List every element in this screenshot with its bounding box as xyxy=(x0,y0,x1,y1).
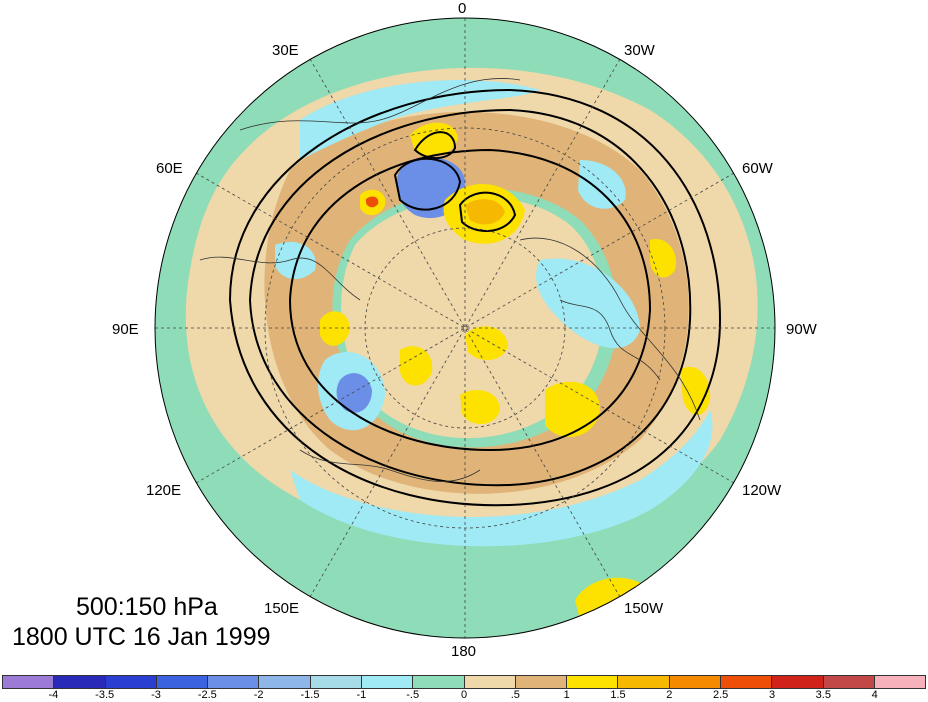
lightblue-belt-south xyxy=(290,410,713,547)
lon-label-120e: 120E xyxy=(146,482,182,499)
colorbar-tick-label: 0 xyxy=(460,689,468,701)
colorbar-swatch xyxy=(3,676,55,688)
lon-label-90e: 90E xyxy=(112,321,139,338)
orange-ne xyxy=(465,199,505,225)
graticule xyxy=(155,18,775,638)
lon-label-0: 0 xyxy=(458,0,467,17)
title-levels: 500:150 hPa xyxy=(76,593,218,621)
colorbar-swatch xyxy=(720,676,773,688)
colorbar-swatch xyxy=(105,676,157,688)
colorbar-tick-label: 1.5 xyxy=(610,689,626,701)
lon-label-90w: 90W xyxy=(786,321,817,338)
colorbar-swatch xyxy=(208,676,260,688)
lon-label-180: 180 xyxy=(451,643,477,660)
colorbar-swatch xyxy=(361,676,414,688)
colorbar-tick-label: 2 xyxy=(666,689,673,701)
colorbar-tick-label: -3.5 xyxy=(95,689,115,701)
lightblue-ne xyxy=(578,160,626,209)
colorbar-tick-label: -3 xyxy=(151,689,161,701)
yellow-center-left xyxy=(400,346,433,386)
colorbar-tick-label: -.5 xyxy=(406,689,420,701)
colorbar-tick-label: 2.5 xyxy=(713,689,729,701)
lightblue-west xyxy=(275,241,316,280)
lon-label-120w: 120W xyxy=(742,482,782,499)
yellow-south xyxy=(460,390,500,425)
coastlines xyxy=(199,78,701,482)
colorbar-swatch xyxy=(874,676,926,688)
bold-contours xyxy=(228,88,722,507)
lon-label-150e: 150E xyxy=(264,600,300,617)
colorbar-swatch xyxy=(669,676,721,688)
colorbar xyxy=(2,675,926,689)
colorbar-swatch xyxy=(823,676,875,688)
colorbar-swatch xyxy=(515,676,568,688)
colorbar-swatch xyxy=(310,676,362,688)
colorbar-tick-label: -2.5 xyxy=(197,689,217,701)
colorbar-swatch xyxy=(567,676,619,688)
colorbar-tick-label: 1 xyxy=(563,689,570,701)
lon-label-60e: 60E xyxy=(156,160,183,177)
colorbar-swatch xyxy=(413,676,465,688)
lon-label-30w: 30W xyxy=(624,42,655,59)
lon-label-150w: 150W xyxy=(624,600,664,617)
lightblue-arc-north xyxy=(300,80,540,160)
title-datetime: 1800 UTC 16 Jan 1999 xyxy=(12,623,271,651)
lon-label-30e: 30E xyxy=(272,42,299,59)
yellow-se xyxy=(545,381,600,437)
map-boundary xyxy=(154,17,776,639)
colorbar-tick-label: 4 xyxy=(871,689,878,701)
colorbar-tick-label: -4 xyxy=(48,689,59,701)
yellow-north xyxy=(410,122,458,156)
colorbar-swatch xyxy=(156,676,209,688)
colorbar-swatch xyxy=(772,676,824,688)
yellow-east xyxy=(650,239,676,278)
colorbar-tick-label: -2 xyxy=(253,689,264,701)
colorbar-tick-label: 3 xyxy=(768,689,776,701)
colorbar-tick-label: .5 xyxy=(510,689,520,701)
blue-low-sw xyxy=(336,373,372,413)
colorbar-swatch xyxy=(618,676,670,688)
colorbar-tick-label: 3.5 xyxy=(815,689,831,701)
colorbar-swatch xyxy=(259,676,311,688)
orange-nw xyxy=(366,196,379,208)
colorbar-tick-label: -1 xyxy=(356,689,367,701)
yellow-center xyxy=(465,326,508,361)
lon-label-60w: 60W xyxy=(742,160,773,177)
colorbar-swatch xyxy=(54,676,106,688)
lightblue-east xyxy=(536,258,640,349)
colorbar-tick-label: -1.5 xyxy=(300,689,320,701)
yellow-west xyxy=(320,311,350,346)
map-fields xyxy=(155,18,775,638)
colorbar-swatch xyxy=(464,676,516,688)
